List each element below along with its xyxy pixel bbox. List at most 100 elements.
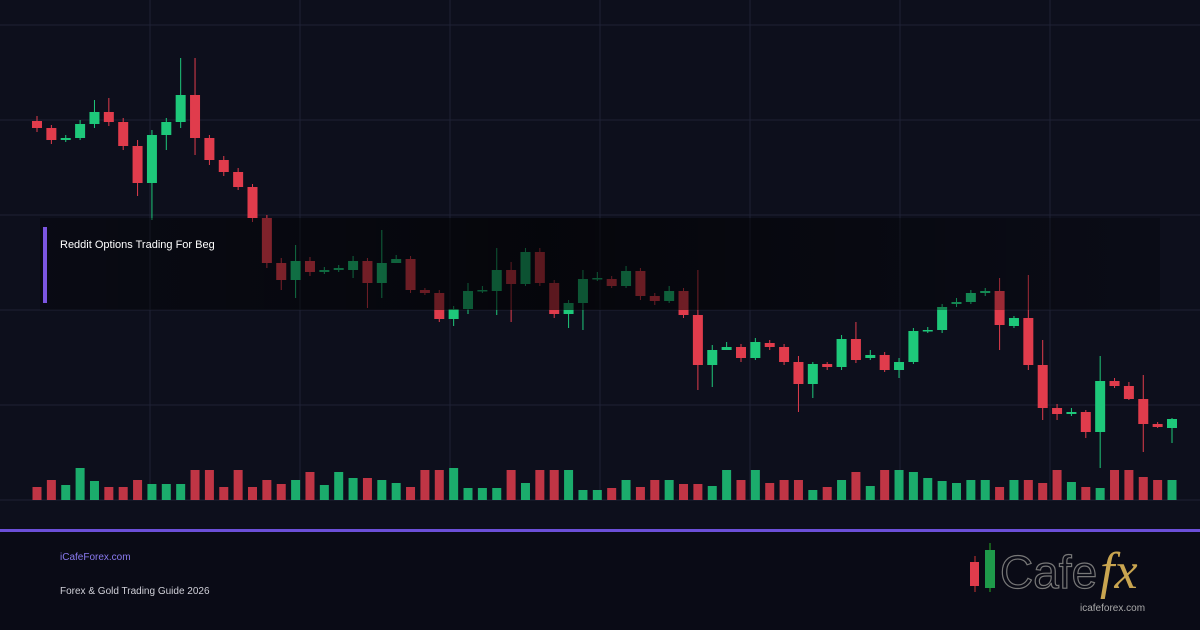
- volume-bar: [564, 470, 574, 500]
- volume-bar: [1066, 482, 1076, 500]
- volume-bar: [46, 480, 56, 500]
- candle-body: [1123, 386, 1134, 399]
- candle-body: [1167, 419, 1177, 428]
- candles: [32, 58, 1177, 500]
- candle-body: [779, 347, 790, 362]
- volume-bar: [377, 480, 387, 500]
- volume-bar: [1095, 488, 1105, 500]
- logo-candle: [985, 550, 995, 588]
- candle-body: [865, 355, 876, 358]
- volume-bar: [104, 487, 114, 500]
- volume-bar: [592, 490, 602, 500]
- volume-bar: [1138, 477, 1148, 500]
- candle-body: [1023, 318, 1034, 365]
- volume-bar: [707, 486, 717, 500]
- volume-bar: [837, 480, 847, 500]
- volume-bar: [89, 481, 99, 500]
- volume-bar: [908, 472, 918, 500]
- candle-body: [879, 355, 890, 370]
- volume-bar: [750, 470, 760, 500]
- candle-body: [1095, 381, 1106, 432]
- candle-body: [1152, 424, 1163, 427]
- volume-bar: [980, 480, 990, 500]
- logo-url: icafeforex.com: [1080, 603, 1145, 614]
- candle-body: [89, 112, 100, 124]
- volume-bar: [923, 478, 933, 500]
- volume-bar: [1038, 483, 1048, 500]
- volume-bar: [1110, 470, 1120, 500]
- candle-body: [46, 128, 57, 140]
- volume-bar: [276, 484, 286, 500]
- volume-bar: [319, 485, 329, 500]
- candle-body: [692, 315, 703, 365]
- candle-body: [850, 339, 861, 360]
- volume-bar: [348, 478, 358, 500]
- candle-body: [247, 187, 258, 218]
- candle-body: [32, 121, 42, 128]
- volume-bar: [1052, 470, 1062, 500]
- volume-bar: [995, 487, 1005, 500]
- candle-body: [1052, 408, 1063, 414]
- logo: Cafe fx icafeforex.com: [970, 543, 1145, 614]
- candle-body: [132, 146, 143, 183]
- volume-bar: [334, 472, 344, 500]
- volume-bar: [520, 483, 530, 500]
- volume-bar: [262, 480, 272, 500]
- candle-body: [807, 364, 818, 384]
- logo-candle: [970, 562, 979, 586]
- volume-bar: [621, 480, 631, 500]
- divider: [0, 529, 1200, 532]
- candle-body: [1066, 412, 1077, 414]
- candle-body: [894, 362, 905, 370]
- volume-bar: [190, 470, 200, 500]
- volume-bar: [391, 483, 401, 500]
- volume-bar: [477, 488, 487, 500]
- candle-body: [233, 172, 244, 187]
- volume-bar: [693, 484, 703, 500]
- candle-body: [750, 342, 761, 358]
- tagline: Forex & Gold Trading Guide 2026: [60, 586, 210, 597]
- candle-body: [161, 122, 172, 135]
- volume-bar: [233, 470, 243, 500]
- volume-bar: [894, 470, 904, 500]
- volume-bar: [133, 480, 143, 500]
- volume-bar: [492, 488, 502, 500]
- volume-bar: [291, 480, 301, 500]
- candle-body: [707, 350, 718, 365]
- volume-bar: [463, 488, 473, 500]
- volume-bar: [1009, 480, 1019, 500]
- volume-bar: [61, 485, 71, 500]
- candle-body: [1109, 381, 1120, 386]
- title: Reddit Options Trading For Beg: [60, 239, 215, 251]
- footer: [0, 532, 1200, 630]
- candle-body: [721, 347, 732, 350]
- volume-bar: [32, 487, 42, 500]
- candle-body: [937, 307, 948, 330]
- candle-body: [836, 339, 847, 367]
- candle-body: [1080, 412, 1091, 432]
- volume-bar: [635, 487, 645, 500]
- volume-bar: [434, 470, 444, 500]
- site: iCafeForex.com: [60, 552, 131, 563]
- candle-body: [448, 309, 459, 319]
- volume-bar: [951, 483, 961, 500]
- volume-bar: [851, 472, 861, 500]
- volume-bar: [219, 487, 229, 500]
- volume-bar: [1153, 480, 1163, 500]
- volume-bar: [118, 487, 128, 500]
- volume-bar: [161, 484, 171, 500]
- volume-bar: [1081, 487, 1091, 500]
- volume-bar: [248, 487, 258, 500]
- volume-bar: [362, 478, 372, 500]
- candle-body: [922, 330, 933, 332]
- volume-bar: [549, 470, 559, 500]
- volume-bar: [176, 484, 186, 500]
- candle-body: [793, 362, 804, 384]
- volume-bar: [75, 468, 85, 500]
- volume-bar: [1167, 480, 1177, 500]
- title-box: [40, 218, 1160, 310]
- logo-word: Cafe: [1000, 546, 1097, 598]
- volume-bar: [664, 480, 674, 500]
- volume-bar: [880, 470, 890, 500]
